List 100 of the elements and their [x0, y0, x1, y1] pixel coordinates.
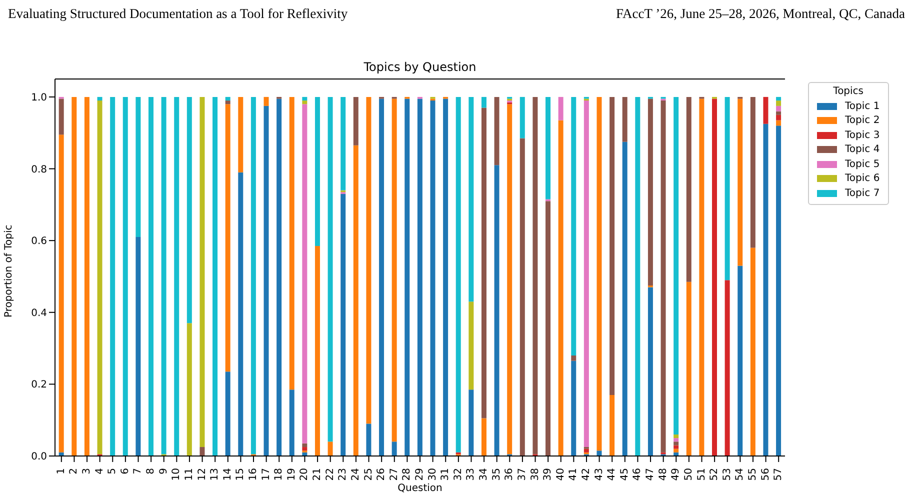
- x-tick-label: 15: [235, 468, 246, 481]
- x-tick-label: 35: [491, 468, 502, 481]
- bar: [302, 96, 308, 101]
- bar: [776, 114, 782, 120]
- x-tick-label: 53: [722, 468, 733, 481]
- bar: [174, 96, 180, 456]
- bar: [558, 120, 564, 456]
- bar: [674, 445, 679, 449]
- bar: [622, 142, 628, 456]
- bar: [776, 106, 782, 112]
- bar: [468, 302, 474, 390]
- x-tick-label: 10: [171, 468, 182, 481]
- bar: [610, 96, 615, 395]
- bar: [546, 201, 551, 456]
- bar: [507, 104, 512, 454]
- x-tick-label: 31: [440, 468, 452, 481]
- bar: [494, 96, 500, 166]
- bar: [238, 96, 244, 172]
- text: FAccT ’26, June 25–28, 2026, Montreal, QC, Canada: [616, 6, 905, 22]
- bar: [763, 124, 768, 456]
- bar: [571, 96, 576, 356]
- x-tick-label: 19: [286, 468, 298, 481]
- x-tick-label: 9: [158, 468, 170, 474]
- bar: [532, 96, 538, 454]
- bar: [276, 98, 282, 456]
- bar: [468, 390, 474, 456]
- bar: [225, 104, 230, 372]
- x-tick-label: 29: [414, 468, 426, 481]
- bar: [289, 390, 294, 456]
- bar: [738, 98, 743, 266]
- bar: [97, 100, 102, 454]
- bar: [648, 98, 653, 286]
- bar: [289, 96, 294, 390]
- x-tick-label: 25: [363, 468, 374, 481]
- bar: [686, 282, 692, 456]
- x-tick-label: 38: [530, 468, 541, 481]
- legend-label: Topic 1: [845, 100, 880, 112]
- bar: [712, 98, 717, 456]
- bar: [571, 355, 576, 361]
- bar: [250, 96, 256, 454]
- x-tick-label: 51: [696, 468, 708, 481]
- bar: [596, 96, 602, 451]
- x-tick-label: 55: [747, 468, 758, 481]
- bar: [635, 96, 640, 456]
- bar: [443, 98, 448, 456]
- bar: [750, 248, 756, 456]
- bar: [392, 442, 397, 456]
- bar: [328, 442, 333, 456]
- x-tick-label: 42: [580, 468, 592, 481]
- bar: [481, 108, 486, 418]
- x-tick-label: 27: [388, 468, 400, 481]
- x-tick-label: 1: [56, 468, 67, 474]
- x-tick-label: 39: [542, 468, 554, 481]
- x-tick-label: 49: [670, 468, 682, 481]
- bar: [571, 360, 576, 456]
- x-tick-label: 54: [734, 468, 746, 481]
- x-tick-label: 46: [632, 468, 644, 481]
- bar: [776, 100, 782, 106]
- bar: [148, 96, 154, 456]
- text: Evaluating Structured Documentation as a Tool for Reflexivity: [8, 6, 348, 22]
- x-tick-label: 13: [210, 468, 221, 481]
- bar: [264, 106, 269, 456]
- x-tick-label: 6: [120, 468, 131, 474]
- bar: [136, 236, 141, 456]
- x-tick-label: 32: [452, 468, 464, 481]
- bar: [686, 96, 692, 282]
- x-tick-label: 44: [606, 468, 618, 481]
- bar: [674, 442, 679, 446]
- bar: [584, 448, 589, 452]
- bar: [481, 96, 486, 108]
- bar: [340, 194, 346, 456]
- bar: [776, 126, 782, 456]
- x-tick-label: 26: [376, 468, 388, 481]
- bar: [225, 96, 230, 101]
- bar: [58, 98, 64, 135]
- bar: [366, 424, 372, 456]
- bar: [674, 448, 679, 452]
- x-tick-label: 34: [478, 468, 490, 481]
- x-tick-label: 20: [299, 468, 310, 481]
- bar: [314, 96, 320, 246]
- y-tick-label: 0.2: [31, 380, 47, 391]
- x-tick-label: 47: [645, 468, 656, 481]
- x-tick-label: 41: [568, 468, 580, 481]
- bar: [546, 96, 551, 200]
- bar: [724, 280, 730, 456]
- bar: [699, 98, 704, 456]
- legend-label: Topic 5: [845, 158, 880, 170]
- x-tick-label: 57: [773, 468, 784, 481]
- bar: [558, 96, 564, 120]
- x-tick-label: 11: [184, 468, 195, 481]
- x-tick-label: 52: [709, 468, 720, 481]
- bar: [238, 172, 244, 456]
- bar: [481, 418, 486, 456]
- bar: [648, 287, 653, 456]
- bar: [379, 98, 384, 456]
- bar: [186, 323, 192, 456]
- y-axis-title: Proportion of Topic: [4, 224, 15, 318]
- x-tick-label: 12: [196, 468, 208, 481]
- bar: [404, 98, 410, 456]
- bar: [110, 96, 116, 456]
